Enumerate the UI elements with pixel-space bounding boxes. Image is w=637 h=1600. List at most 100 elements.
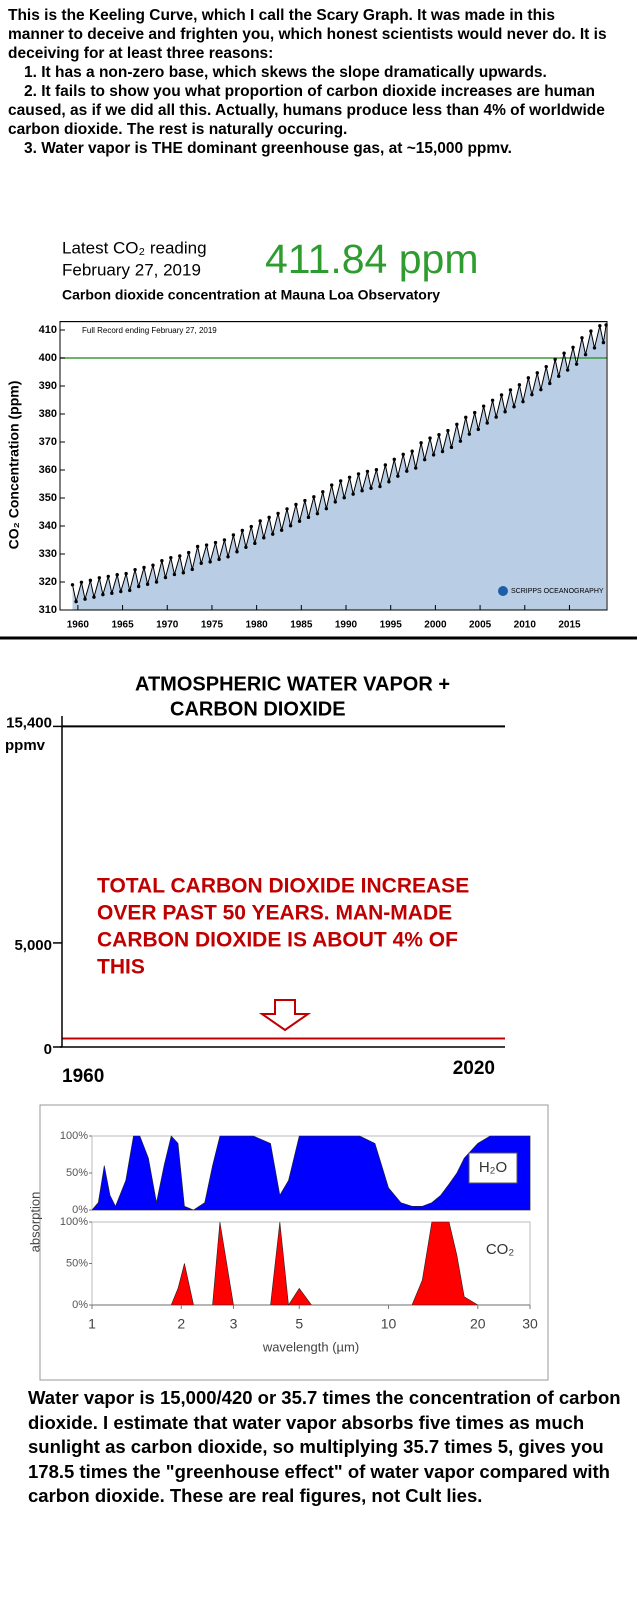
- point: [142, 565, 146, 570]
- point: [253, 541, 257, 546]
- point: [244, 545, 248, 549]
- reason: 1. It has a non-zero base, which skews t…: [24, 64, 547, 81]
- header-date: February 27, 2019: [62, 260, 201, 279]
- point: [181, 571, 186, 575]
- point: [271, 532, 275, 536]
- y-tick-label: 0%: [72, 1204, 88, 1216]
- point: [83, 597, 87, 601]
- point: [279, 528, 284, 532]
- y-tick-label: 330: [39, 548, 57, 560]
- x-tick-label: 5: [295, 1316, 303, 1332]
- point: [110, 591, 114, 595]
- point: [351, 492, 355, 496]
- plot-border: [59, 321, 608, 611]
- point: [490, 398, 495, 402]
- point: [405, 469, 409, 473]
- point: [383, 463, 388, 467]
- point: [422, 457, 427, 462]
- x-tick-label: 2010: [514, 620, 537, 631]
- point: [557, 374, 561, 378]
- point: [133, 567, 137, 572]
- point: [598, 324, 602, 328]
- point: [222, 538, 227, 542]
- point: [347, 475, 352, 479]
- point: [145, 582, 150, 586]
- header-value: 411.84 ppm: [265, 236, 479, 282]
- point: [190, 567, 194, 572]
- point: [455, 422, 459, 427]
- y-tick-label: 310: [39, 604, 57, 616]
- point: [512, 405, 516, 409]
- legend-box: [468, 1152, 518, 1184]
- point: [365, 469, 370, 474]
- y-tick-label: 340: [39, 520, 57, 532]
- point: [342, 496, 346, 500]
- point: [154, 580, 159, 584]
- point: [106, 574, 110, 579]
- point: [396, 474, 400, 478]
- x-tick-label: 1980: [246, 620, 269, 631]
- point: [548, 381, 552, 386]
- down-arrow: [258, 999, 312, 1032]
- x-tick-label: 10: [381, 1316, 397, 1332]
- point: [467, 432, 472, 436]
- panel: [91, 1221, 531, 1306]
- point: [446, 428, 450, 433]
- point: [231, 533, 236, 537]
- absorption-area: [91, 1135, 531, 1211]
- y-tick-label: 320: [39, 576, 57, 588]
- point: [285, 507, 289, 511]
- reason: 2. It fails to show you what proportion …: [8, 83, 605, 138]
- point: [172, 572, 177, 577]
- point: [333, 500, 337, 504]
- y-tick-label: 410: [39, 324, 57, 336]
- point: [414, 466, 418, 470]
- point: [235, 550, 239, 554]
- logo-mark: [498, 586, 508, 596]
- x-tick-label: 2020: [453, 1058, 495, 1079]
- annotation: THIS: [97, 956, 145, 979]
- point: [565, 368, 570, 372]
- point: [312, 495, 316, 499]
- x-tick-label: 30: [522, 1316, 538, 1332]
- logo: SCRIPPS OCEANOGRAPHY: [511, 588, 604, 595]
- point: [258, 519, 262, 523]
- point: [151, 563, 155, 567]
- point: [583, 352, 588, 357]
- y-tick-label: 50%: [66, 1257, 88, 1269]
- point: [136, 584, 141, 589]
- annotation: TOTAL CARBON DIOXIDE INCREASE: [97, 875, 469, 898]
- point: [473, 410, 477, 415]
- point: [240, 528, 245, 533]
- point: [431, 453, 436, 457]
- point: [262, 536, 266, 540]
- point: [70, 583, 75, 587]
- point: [288, 524, 293, 528]
- point: [562, 351, 566, 355]
- point: [428, 436, 432, 440]
- point: [544, 364, 548, 369]
- y-unit-label: ppmv: [5, 737, 46, 754]
- y-tick-label: 5,000: [14, 937, 52, 954]
- point: [360, 489, 364, 493]
- x-tick-label: 1990: [335, 620, 358, 631]
- x-tick-label: 2015: [558, 620, 581, 631]
- x-tick-label: 1985: [290, 620, 313, 631]
- y-tick-label: 15,400: [6, 714, 52, 731]
- point: [378, 484, 382, 489]
- point: [330, 483, 334, 487]
- point: [419, 441, 423, 445]
- x-tick-label: 1965: [111, 620, 134, 631]
- x-axis-label: wavelength (µm): [262, 1339, 359, 1354]
- point: [74, 599, 78, 604]
- absorption-area: [92, 1221, 530, 1306]
- y-tick-label: 50%: [66, 1167, 88, 1179]
- point: [356, 472, 361, 476]
- point: [485, 421, 489, 425]
- y-tick-label: 370: [39, 436, 57, 448]
- area-fill: [72, 324, 607, 610]
- point: [97, 576, 102, 580]
- spectrum-frame: [39, 1104, 549, 1381]
- y-tick-label: 100%: [60, 1216, 88, 1228]
